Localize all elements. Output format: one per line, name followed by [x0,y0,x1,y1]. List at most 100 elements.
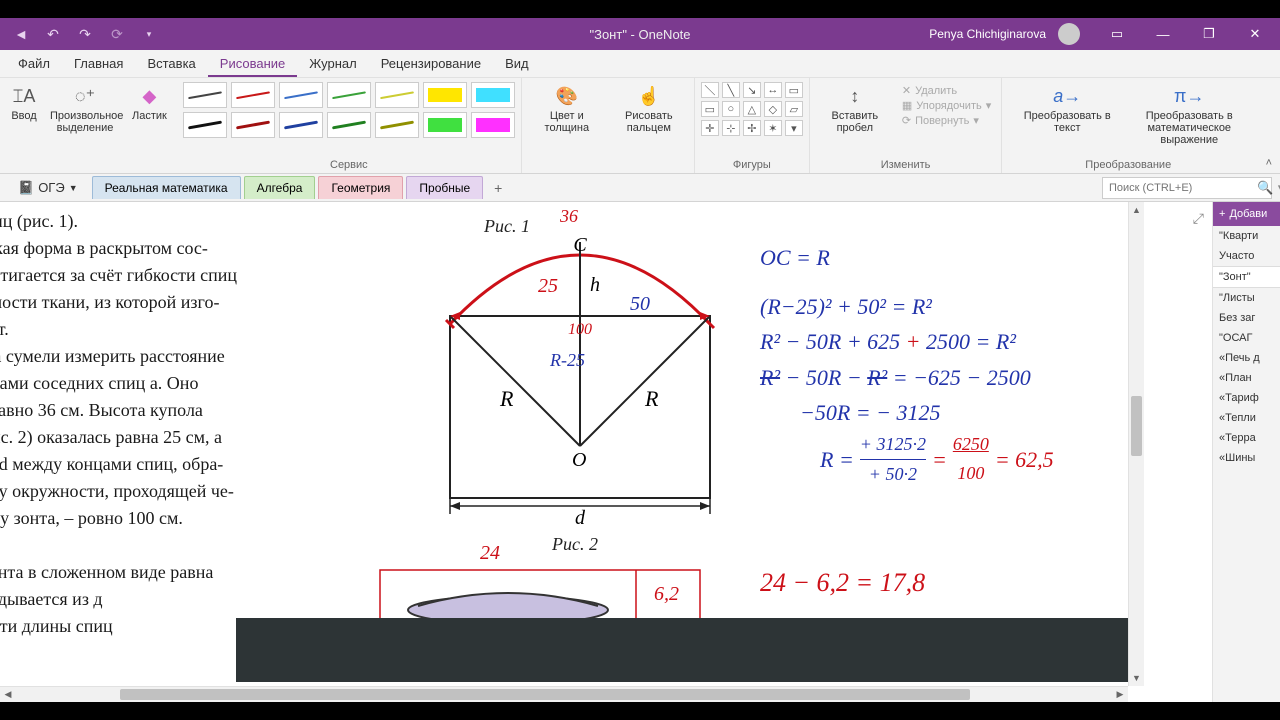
pen-swatch[interactable] [183,112,227,138]
user-avatar[interactable] [1058,23,1080,45]
shapes-gallery[interactable]: ＼ ╲ ↘ ↔ ▭ ▭ ○ △ ◇ ▱ ✛ ⊹ ✢ ✶ [701,82,803,136]
page-item[interactable]: «Печь д [1213,348,1280,368]
pen-swatch[interactable] [327,112,371,138]
pen-swatch[interactable] [423,112,467,138]
insert-space-button[interactable]: ↕ Вставить пробел [816,82,894,136]
menu-view[interactable]: Вид [493,50,541,77]
shape-axes2[interactable]: ⊹ [722,120,740,136]
add-page-button[interactable]: +Добави [1213,202,1280,226]
shape-rect[interactable]: ▭ [701,101,719,117]
shape-diamond[interactable]: ◇ [764,101,782,117]
lasso-select-button[interactable]: ◌⁺ Произвольное выделение [46,82,124,136]
search-box[interactable]: 🔍 ▼ [1102,177,1272,199]
menu-history[interactable]: Журнал [297,50,368,77]
shape-line2[interactable]: ╲ [722,82,740,98]
delete-button[interactable]: ✕Удалить [902,84,991,97]
pen-swatch[interactable] [375,112,419,138]
scroll-left-icon[interactable]: ◀ [0,687,16,702]
page-item[interactable]: «План [1213,368,1280,388]
ink-to-text-button[interactable]: a→ Преобразовать в текст [1008,82,1126,136]
menu-review[interactable]: Рецензирование [369,50,493,77]
page-item[interactable]: «Тариф [1213,388,1280,408]
shapes-more[interactable]: ▾ [785,120,803,136]
shape-axes3[interactable]: ✢ [743,120,761,136]
pen-gallery[interactable] [183,82,515,138]
rotate-icon: ⟳ [902,114,911,127]
vertical-scrollbar[interactable]: ▲ ▼ [1128,202,1144,686]
maximize-icon[interactable]: ❐ [1190,20,1228,48]
pen-swatch[interactable] [423,82,467,108]
pen-swatch[interactable] [471,112,515,138]
pen-swatch[interactable] [231,112,275,138]
input-tool-button[interactable]: ⌶A Ввод [6,82,42,124]
search-dropdown-icon[interactable]: ▼ [1273,183,1280,192]
expand-icon[interactable]: ⤢ [1193,210,1204,227]
page-item[interactable]: «Шины [1213,448,1280,468]
section-tab[interactable]: Пробные [406,176,483,199]
section-tab[interactable]: Реальная математика [92,176,241,199]
pen-swatch[interactable] [471,82,515,108]
menu-file[interactable]: Файл [6,50,62,77]
minimize-icon[interactable]: — [1144,20,1182,48]
shape-line[interactable]: ＼ [701,82,719,98]
svg-text:C: C [573,234,587,256]
finger-draw-button[interactable]: ☝ Рисовать пальцем [610,82,688,136]
page-item[interactable]: "Листы [1213,288,1280,308]
menu-draw[interactable]: Рисование [208,50,297,77]
scroll-down-icon[interactable]: ▼ [1129,670,1144,686]
close-icon[interactable]: ✕ [1236,20,1274,48]
collapse-ribbon-icon[interactable]: ˄ [1266,157,1272,169]
page-item[interactable]: "ОСАГ [1213,328,1280,348]
rotate-button[interactable]: ⟳Повернуть▾ [902,114,991,127]
pen-swatch[interactable] [327,82,371,108]
scroll-up-icon[interactable]: ▲ [1129,202,1144,218]
menu-insert[interactable]: Вставка [135,50,207,77]
pen-swatch[interactable] [375,82,419,108]
scroll-right-icon[interactable]: ▶ [1112,687,1128,702]
shape-star[interactable]: ✶ [764,120,782,136]
note-canvas[interactable]: ⤢ ми спиц (рис. 1).рическая форма в раск… [0,202,1212,702]
arrange-icon: ▦ [902,99,912,112]
section-tab[interactable]: Геометрия [318,176,403,199]
vscroll-thumb[interactable] [1131,396,1142,456]
page-item[interactable]: «Терра [1213,428,1280,448]
back-icon[interactable]: ◄ [10,23,32,45]
arrange-button[interactable]: ▦Упорядочить▾ [902,99,991,112]
shape-parallelogram[interactable]: ▱ [785,101,803,117]
user-name[interactable]: Penya Chichiginarova [929,27,1046,41]
problem-text: ми спиц (рис. 1).рическая форма в раскры… [0,208,400,640]
ink-to-text-icon: a→ [1053,84,1081,108]
ribbon-display-icon[interactable]: ▭ [1098,20,1136,48]
shape-oval[interactable]: ○ [722,101,740,117]
section-tab[interactable]: Алгебра [244,176,316,199]
undo-icon[interactable]: ↶ [42,23,64,45]
umbrella-diagram: h C O d R R 25 50 100 R-25 [420,206,740,536]
horizontal-scrollbar[interactable]: ◀ ▶ [0,686,1128,702]
shape-rect-dotted[interactable]: ▭ [785,82,803,98]
shape-arrow[interactable]: ↘ [743,82,761,98]
shape-axes[interactable]: ✛ [701,120,719,136]
shape-double-arrow[interactable]: ↔ [764,82,782,98]
refresh-icon[interactable]: ⟳ [106,23,128,45]
pen-swatch[interactable] [231,82,275,108]
menu-home[interactable]: Главная [62,50,135,77]
notebook-dropdown[interactable]: 📓 ОГЭ ▼ [8,180,88,196]
ink-to-math-button[interactable]: π→ Преобразовать в математическое выраже… [1130,82,1248,148]
add-section-button[interactable]: + [487,177,509,199]
pen-swatch[interactable] [183,82,227,108]
pen-swatch[interactable] [279,112,323,138]
page-item[interactable]: Участо [1213,246,1280,266]
customize-qat-icon[interactable]: ▾ [138,23,160,45]
page-item[interactable]: «Тепли [1213,408,1280,428]
shape-triangle[interactable]: △ [743,101,761,117]
page-item[interactable]: "Кварти [1213,226,1280,246]
color-thickness-button[interactable]: 🎨 Цвет и толщина [528,82,606,136]
pen-swatch[interactable] [279,82,323,108]
hscroll-thumb[interactable] [120,689,970,700]
page-item[interactable]: "Зонт" [1213,266,1280,288]
search-input[interactable] [1103,182,1257,194]
page-item[interactable]: Без заг [1213,308,1280,328]
redo-icon[interactable]: ↷ [74,23,96,45]
svg-text:R-25: R-25 [549,350,585,370]
eraser-button[interactable]: ◆ Ластик [128,82,171,124]
